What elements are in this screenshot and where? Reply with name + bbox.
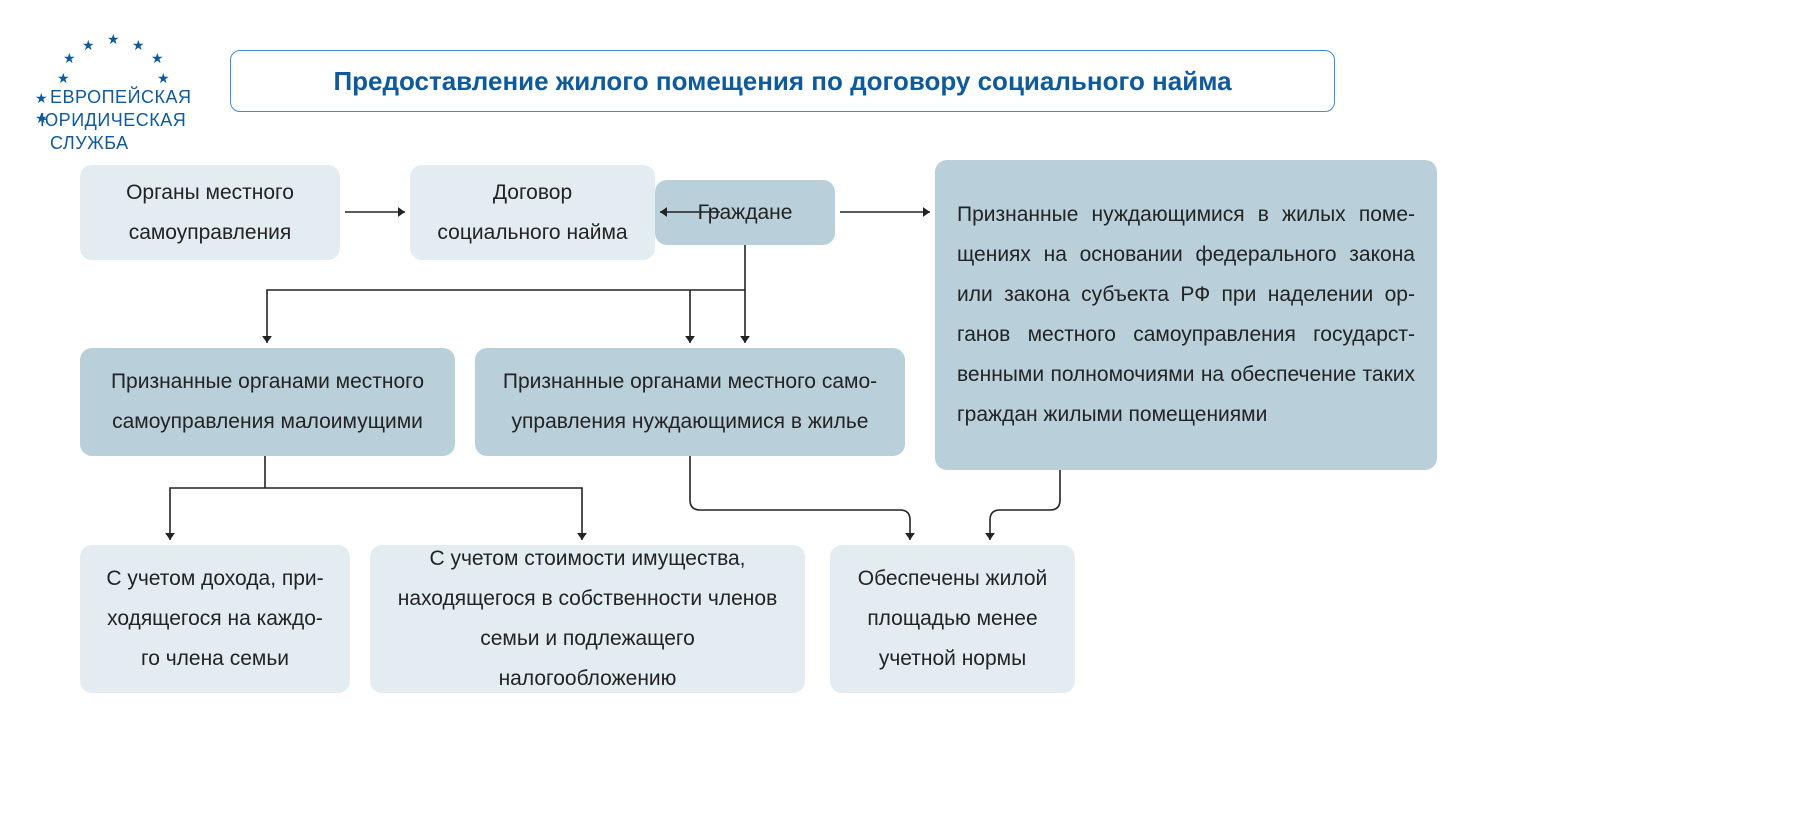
node-text: С учетом дохода, при­ходящегося на каждо…	[102, 559, 328, 679]
logo-line-3: СЛУЖБА	[50, 133, 195, 154]
node-text: Обеспечены жилой площадью менее учетной …	[852, 559, 1053, 679]
node-text: Признанные органами местного само­управл…	[497, 362, 883, 442]
logo-line-1: ЕВРОПЕЙСКАЯ	[50, 87, 195, 108]
star-icon: ★	[151, 50, 164, 67]
node-citizens: Граждане	[655, 180, 835, 245]
node-text: Договор социального найма	[432, 173, 633, 253]
node-income-per-member: С учетом дохода, при­ходящегося на каждо…	[80, 545, 350, 693]
star-icon: ★	[57, 70, 70, 87]
node-text: Признанные нуждающимися в жилых поме­щен…	[957, 195, 1415, 434]
node-low-income: Признанные органами местного самоуправле…	[80, 348, 455, 456]
node-federal-law: Признанные нуждающимися в жилых поме­щен…	[935, 160, 1437, 470]
diagram-canvas: ★ ★ ★ ★ ★ ★ ★ ЕВРОПЕЙСКАЯ ЮРИДИЧЕСКАЯ СЛ…	[0, 0, 1800, 818]
star-icon: ★	[107, 31, 120, 48]
node-text: С учетом стоимости имущества, находя­щег…	[392, 539, 783, 699]
node-need-housing: Признанные органами местного само­управл…	[475, 348, 905, 456]
diagram-title: Предоставление жилого помещения по догов…	[230, 50, 1335, 112]
node-text: Признанные органами местного самоуправле…	[102, 362, 433, 442]
star-icon: ★	[132, 37, 145, 54]
node-contract: Договор социального найма	[410, 165, 655, 260]
node-text: Органы местного самоуправления	[102, 173, 318, 253]
star-icon: ★	[82, 37, 95, 54]
node-local-gov: Органы местного самоуправления	[80, 165, 340, 260]
star-icon: ★	[35, 90, 48, 107]
node-text: Граждане	[698, 193, 793, 233]
star-icon: ★	[63, 50, 76, 67]
logo-line-2: ЮРИДИЧЕСКАЯ	[40, 110, 195, 131]
node-below-norm: Обеспечены жилой площадью менее учетной …	[830, 545, 1075, 693]
star-icon: ★	[157, 70, 170, 87]
title-text: Предоставление жилого помещения по догов…	[333, 66, 1231, 97]
star-icon: ★	[35, 110, 48, 127]
logo: ★ ★ ★ ★ ★ ★ ★ ЕВРОПЕЙСКАЯ ЮРИДИЧЕСКАЯ СЛ…	[35, 35, 195, 154]
logo-stars: ★ ★ ★ ★ ★ ★ ★	[35, 35, 195, 85]
node-property-value: С учетом стоимости имущества, находя­щег…	[370, 545, 805, 693]
